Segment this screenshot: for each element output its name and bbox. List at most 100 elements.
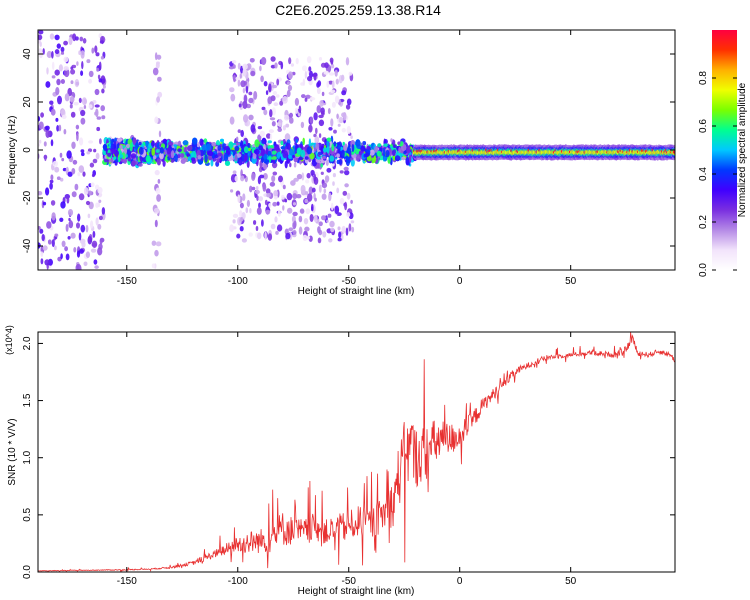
spectrogram-cell [248, 114, 254, 121]
spectrogram-cell [61, 114, 67, 120]
spectrogram-cell [64, 246, 68, 252]
spectrogram-cell [151, 147, 155, 156]
spectrogram-cell [332, 173, 336, 178]
spectrogram-cell [348, 71, 353, 76]
spectrogram-cell [174, 153, 178, 163]
spectrogram-cell [91, 173, 95, 178]
spectrogram-cell [81, 241, 86, 248]
spectrogram-cell [307, 75, 313, 82]
spectrogram-cell [284, 114, 290, 121]
x-tick-label: 50 [565, 276, 577, 287]
spectrogram-cell [288, 71, 293, 80]
spectrogram-cell [275, 230, 279, 235]
spectrogram-cell [96, 67, 100, 72]
spectrogram-cell [99, 40, 104, 44]
spectrogram-cell [302, 234, 308, 241]
spectrogram-cell [318, 57, 323, 61]
spectrogram-cell [73, 101, 79, 106]
spectrogram-cell [406, 145, 411, 154]
spectrogram-cell [119, 154, 124, 158]
spectrogram-cell [78, 165, 85, 173]
spectrogram-cell [288, 57, 292, 65]
spectrogram-cell [79, 36, 84, 42]
spectrogram-cell [76, 222, 80, 229]
spectrogram-cell [317, 237, 322, 244]
spectrogram-cell [260, 148, 265, 157]
spectrogram-cell [285, 232, 291, 240]
spectrogram-cell [167, 141, 174, 147]
spectrogram-cell [155, 62, 160, 69]
spectrogram-cell [229, 224, 235, 232]
spectrogram-cell [61, 240, 66, 247]
spectrogram-cell [295, 138, 298, 144]
spectrogram-cell [346, 212, 351, 218]
spectrogram-cell [155, 241, 162, 247]
spectrogram-cell [391, 149, 396, 157]
spectrogram-cell [330, 89, 336, 94]
spectrogram-cell [286, 192, 293, 201]
spectrogram-cell [63, 66, 69, 71]
spectrogram-cell [304, 226, 310, 232]
spectrogram-cell [317, 226, 321, 234]
spectrogram-cell [306, 56, 312, 64]
spectrogram-cell [239, 210, 243, 218]
spectrogram-cell [241, 238, 247, 243]
spectrogram-cell [240, 140, 244, 149]
spectrogram-cell [65, 223, 69, 232]
spectrogram-cell [266, 133, 271, 139]
spectrogram-cell [264, 199, 268, 206]
y-tick-label: -40 [22, 238, 33, 253]
x-tick-label: -50 [342, 576, 357, 587]
spectrogram-cell [242, 63, 248, 70]
spectrogram-cell [87, 213, 91, 219]
spectrogram-cell [90, 182, 95, 187]
spectrogram-cell [68, 217, 71, 222]
spectrogram-cell [249, 58, 255, 63]
spectrogram-cell [394, 155, 401, 162]
spectrogram-cell [265, 90, 269, 95]
spectrogram-cell [248, 97, 254, 104]
spectrogram-cell [302, 137, 305, 146]
spectrogram-cell [383, 139, 388, 145]
spectrogram-cell [238, 103, 242, 108]
spectrogram-cell [78, 232, 82, 241]
spectrogram-cell [269, 133, 273, 140]
spectrogram-cell [296, 194, 302, 199]
spectrogram-cell [76, 132, 79, 142]
spectrogram-cell [268, 83, 272, 92]
spectrogram-cell [159, 147, 164, 154]
spectrogram-y-axis-label: Frequency (Hz) [7, 116, 18, 185]
spectrogram-cell [45, 125, 50, 131]
spectrogram-cell [270, 223, 276, 230]
spectrogram-cell [287, 207, 293, 214]
spectrogram-cell [49, 33, 55, 40]
spectrogram-cell [250, 70, 256, 77]
spectrogram-cell [77, 172, 81, 177]
spectrogram-cell [43, 141, 47, 147]
spectrogram-cell [51, 51, 54, 59]
spectrogram-cell [276, 78, 280, 86]
spectrogram-cell [292, 193, 298, 200]
spectrogram-cell [50, 200, 56, 206]
spectrogram-cell [101, 78, 106, 84]
spectrogram-cell [272, 201, 278, 207]
spectrogram-cell [311, 187, 316, 193]
spectrogram-cell [350, 199, 353, 204]
spectrogram-cell [86, 59, 91, 64]
spectrogram-cell [245, 85, 249, 94]
spectrogram-cell [350, 220, 355, 224]
spectrogram-cell [267, 140, 272, 144]
spectrogram-cell [92, 158, 98, 164]
spectrogram-cell [49, 179, 54, 184]
spectrogram-cell [309, 214, 314, 222]
spectrogram-cell [328, 127, 333, 131]
spectrogram-cell [90, 248, 97, 253]
spectrogram-cell [157, 76, 162, 82]
spectrogram-cell [38, 34, 43, 41]
spectrogram-cell [96, 116, 102, 120]
spectrogram-cell [324, 175, 330, 183]
spectrogram-cell [54, 233, 59, 237]
spectrogram-cell [248, 91, 253, 96]
spectrogram-cell [75, 36, 79, 41]
spectrogram-cell [316, 87, 321, 95]
